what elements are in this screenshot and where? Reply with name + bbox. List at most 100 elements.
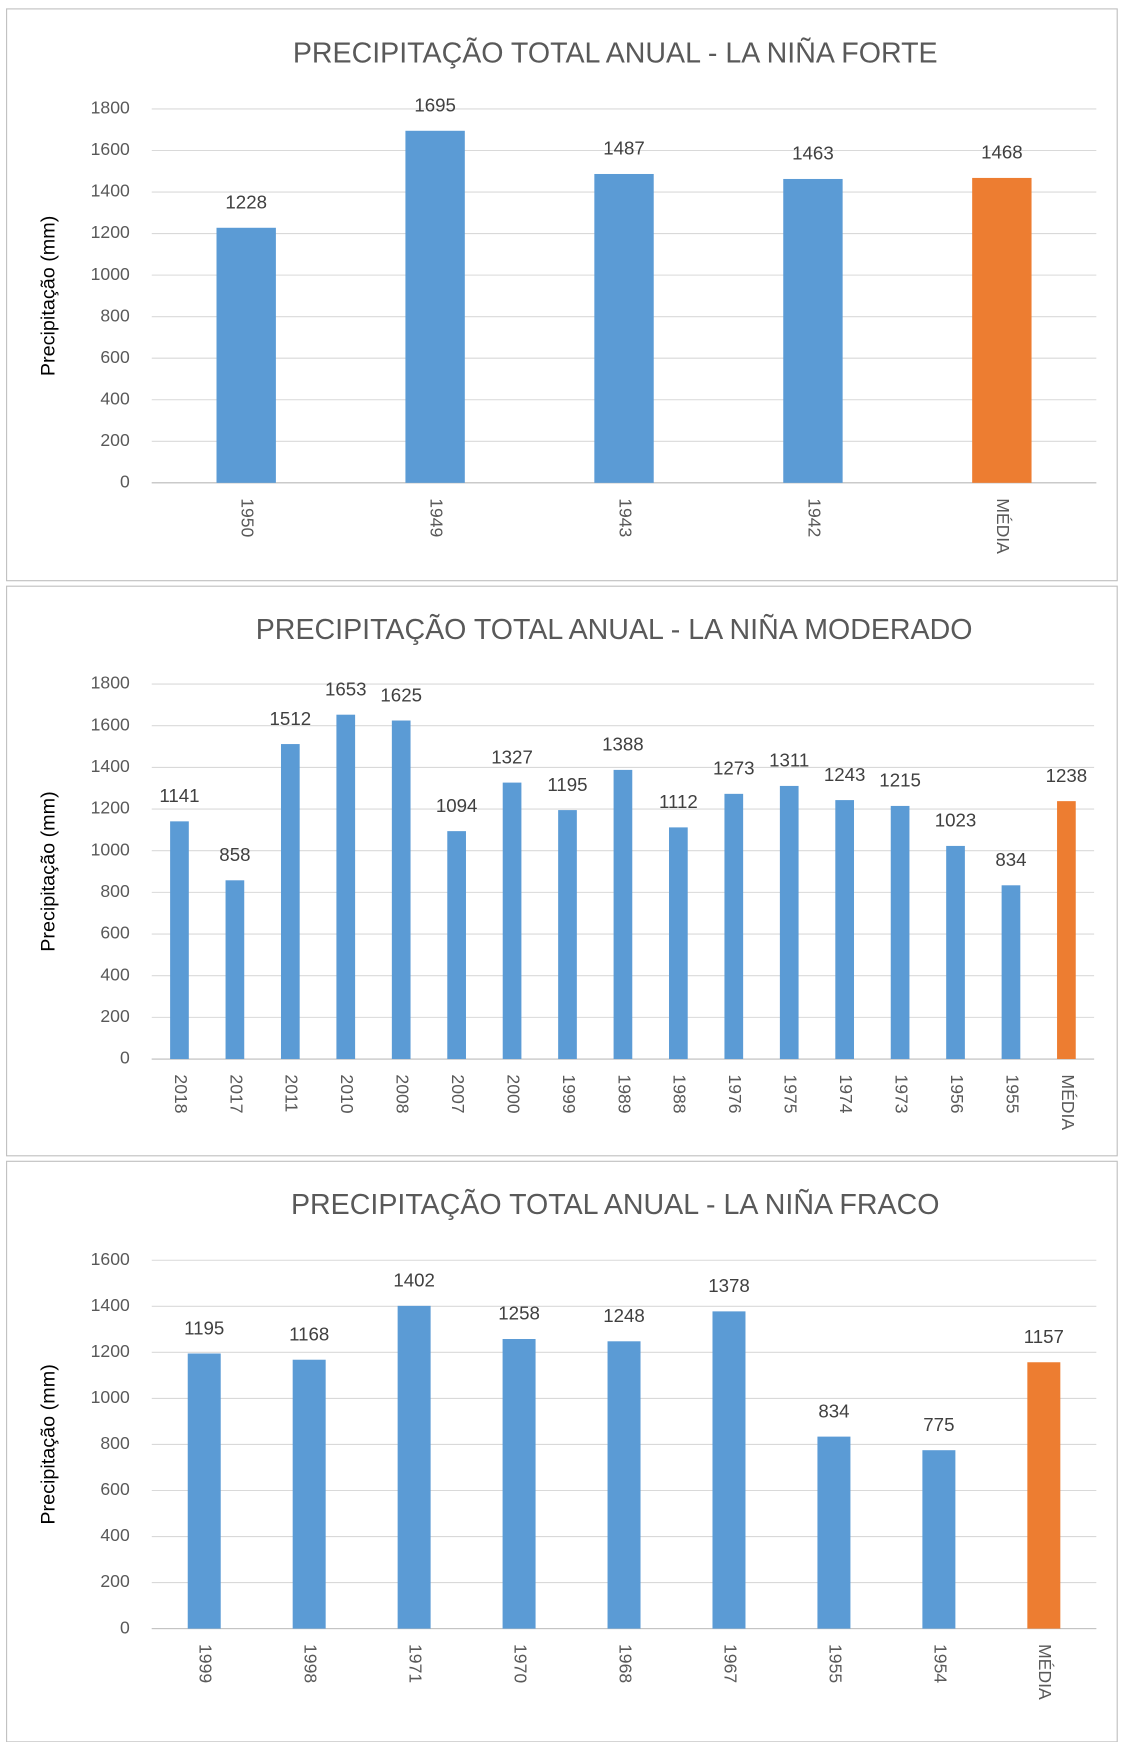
panel bbox=[6, 8, 1118, 582]
x-tick-label: 1988 bbox=[670, 1074, 690, 1113]
x-tick-label: 1955 bbox=[1002, 1074, 1022, 1113]
y-tick-label: 800 bbox=[100, 1433, 130, 1453]
bar bbox=[607, 1341, 641, 1629]
y-tick-label: 1600 bbox=[91, 1249, 130, 1269]
bar bbox=[712, 1311, 746, 1629]
y-tick-label: 600 bbox=[100, 1479, 130, 1499]
bar bbox=[225, 880, 245, 1060]
x-tick-label: 1956 bbox=[947, 1074, 967, 1113]
bar bbox=[216, 227, 276, 483]
x-tick-label: 1973 bbox=[891, 1074, 911, 1113]
data-label: 1141 bbox=[159, 785, 199, 806]
x-tick-label: 1971 bbox=[405, 1644, 425, 1683]
bar bbox=[835, 800, 855, 1060]
bar bbox=[783, 178, 843, 483]
x-tick-label: 2007 bbox=[448, 1074, 468, 1113]
data-label: 1311 bbox=[769, 750, 809, 771]
y-tick-label: 800 bbox=[100, 881, 130, 901]
x-tick-label: MÉDIA bbox=[1058, 1074, 1078, 1130]
bar bbox=[170, 821, 189, 1060]
bar bbox=[292, 1359, 326, 1629]
x-tick-label: MÉDIA bbox=[993, 498, 1013, 554]
x-tick-label: 1943 bbox=[615, 498, 635, 537]
y-tick-label: 400 bbox=[100, 1525, 130, 1545]
bar bbox=[280, 744, 300, 1060]
x-tick-label: 1970 bbox=[510, 1644, 530, 1683]
y-axis-label: Precipitação (mm) bbox=[38, 216, 60, 376]
data-label: 1238 bbox=[1046, 765, 1088, 786]
x-tick-label: 1950 bbox=[238, 498, 258, 537]
data-label: 1468 bbox=[981, 142, 1023, 163]
data-label: 1402 bbox=[393, 1270, 435, 1291]
data-label: 1695 bbox=[414, 95, 456, 116]
bar bbox=[922, 1450, 956, 1629]
y-tick-label: 1400 bbox=[91, 1295, 130, 1315]
x-tick-label: 1954 bbox=[930, 1644, 950, 1683]
data-label: 1228 bbox=[225, 192, 267, 213]
data-label: 1258 bbox=[498, 1303, 540, 1324]
data-label: 1512 bbox=[270, 708, 312, 729]
y-axis-label: Precipitação (mm) bbox=[38, 791, 60, 951]
y-tick-label: 1800 bbox=[91, 98, 130, 118]
y-tick-label: 200 bbox=[100, 1571, 130, 1591]
data-label: 1625 bbox=[380, 684, 422, 705]
y-tick-label: 0 bbox=[120, 1048, 130, 1068]
x-tick-label: MÉDIA bbox=[1035, 1644, 1055, 1700]
y-tick-label: 1000 bbox=[91, 1387, 130, 1407]
bar bbox=[1057, 801, 1076, 1060]
data-label: 1653 bbox=[325, 678, 367, 699]
data-label: 1168 bbox=[289, 1323, 329, 1344]
x-tick-label: 1989 bbox=[614, 1074, 634, 1113]
data-label: 1248 bbox=[603, 1305, 645, 1326]
chart-title: PRECIPITAÇÃO TOTAL ANUAL - LA NIÑA MODER… bbox=[256, 612, 973, 646]
bar bbox=[447, 831, 466, 1060]
data-label: 1243 bbox=[824, 764, 866, 785]
x-tick-label: 2008 bbox=[393, 1074, 413, 1113]
bar bbox=[391, 720, 411, 1060]
y-tick-label: 0 bbox=[120, 1617, 130, 1637]
x-tick-label: 2010 bbox=[337, 1074, 357, 1113]
data-label: 834 bbox=[995, 849, 1026, 870]
bar bbox=[594, 173, 654, 483]
x-tick-label: 1976 bbox=[725, 1074, 745, 1113]
y-tick-label: 1200 bbox=[91, 798, 130, 818]
bar bbox=[502, 782, 522, 1060]
x-tick-label: 2017 bbox=[226, 1074, 246, 1113]
x-tick-label: 1999 bbox=[559, 1074, 579, 1113]
y-tick-label: 1600 bbox=[91, 139, 130, 159]
y-tick-label: 1800 bbox=[91, 673, 130, 693]
y-tick-label: 400 bbox=[100, 964, 130, 984]
bar bbox=[405, 130, 465, 483]
x-tick-label: 1974 bbox=[836, 1074, 856, 1113]
y-tick-label: 0 bbox=[120, 471, 130, 491]
data-label: 1157 bbox=[1024, 1326, 1064, 1347]
data-label: 858 bbox=[219, 844, 250, 865]
bar bbox=[890, 805, 910, 1060]
data-label: 775 bbox=[923, 1414, 954, 1435]
data-label: 1195 bbox=[184, 1317, 224, 1338]
y-tick-label: 1600 bbox=[91, 714, 130, 734]
data-label: 1195 bbox=[547, 774, 587, 795]
x-tick-label: 1949 bbox=[426, 498, 446, 537]
x-tick-label: 1975 bbox=[781, 1074, 801, 1113]
data-label: 1327 bbox=[491, 746, 533, 767]
y-axis-label: Precipitação (mm) bbox=[38, 1364, 60, 1524]
bar bbox=[397, 1305, 431, 1629]
x-tick-label: 1968 bbox=[615, 1644, 635, 1683]
data-label: 1094 bbox=[436, 795, 478, 816]
y-tick-label: 200 bbox=[100, 1006, 130, 1026]
data-label: 1463 bbox=[792, 143, 834, 164]
bar bbox=[1027, 1362, 1061, 1629]
data-label: 1388 bbox=[602, 734, 644, 755]
x-tick-label: 1999 bbox=[196, 1644, 216, 1683]
x-tick-label: 1955 bbox=[825, 1644, 845, 1683]
data-label: 1378 bbox=[708, 1275, 750, 1296]
data-label: 1112 bbox=[659, 791, 698, 812]
x-tick-label: 2011 bbox=[282, 1074, 302, 1112]
bar bbox=[502, 1339, 536, 1629]
x-tick-label: 1998 bbox=[301, 1644, 321, 1683]
x-tick-label: 2018 bbox=[171, 1074, 191, 1113]
y-tick-label: 800 bbox=[100, 305, 130, 325]
y-tick-label: 1400 bbox=[91, 181, 130, 201]
